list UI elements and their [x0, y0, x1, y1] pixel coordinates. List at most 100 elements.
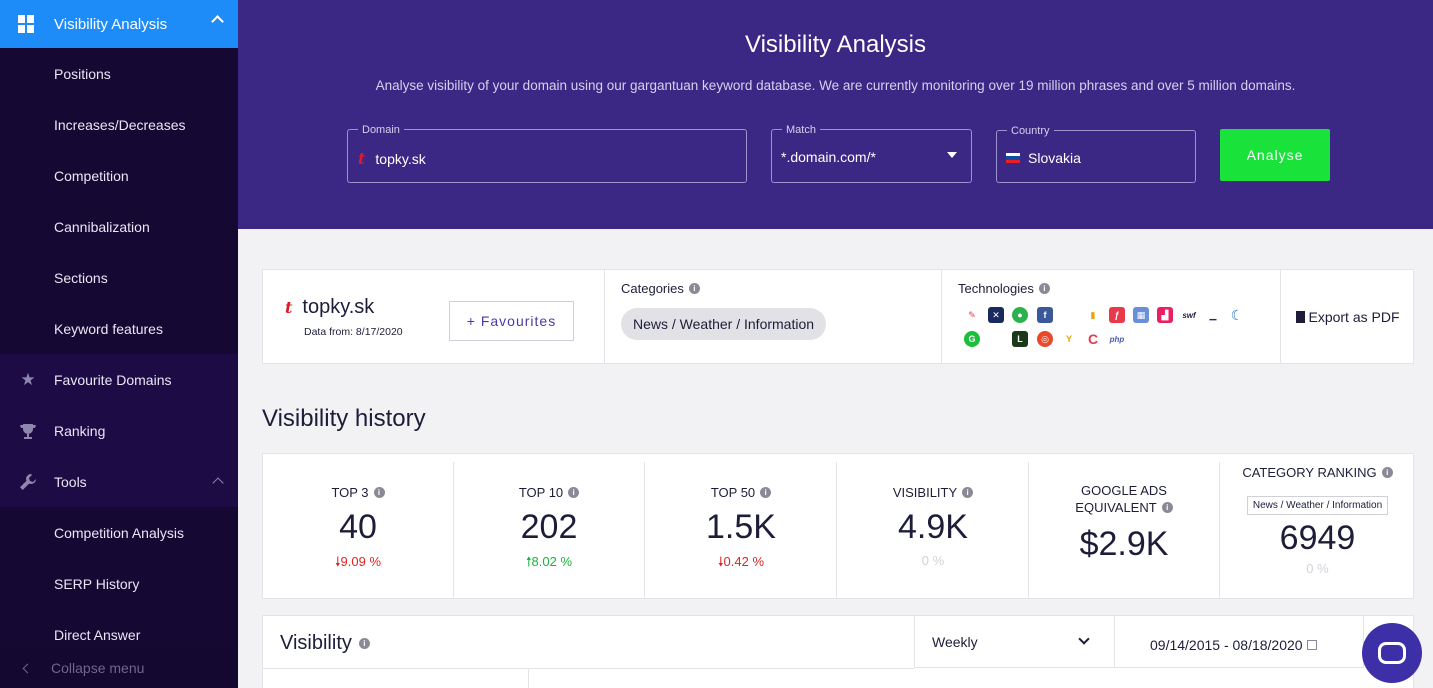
ubuntu-tech-icon[interactable]: ◎	[1037, 331, 1053, 347]
chevron-up-icon[interactable]	[212, 477, 224, 489]
yoast-tech-icon[interactable]: Y	[1065, 334, 1072, 344]
info-icon[interactable]: i	[568, 487, 580, 498]
stat-google-ads-equivalent: GOOGLE ADS EQUIVALENT i $2.9K	[1029, 462, 1220, 599]
star-icon: ★	[20, 369, 36, 389]
flash-tech-icon[interactable]: ƒ	[1109, 307, 1125, 323]
c-tech-icon[interactable]: C	[1087, 331, 1099, 347]
sidebar-item-label: Ranking	[54, 422, 106, 439]
analyse-button[interactable]: Analyse	[1220, 129, 1330, 181]
info-icon[interactable]: i	[373, 487, 385, 498]
analytics-tech-icon[interactable]: ▮	[1090, 309, 1096, 320]
stat-change: 8.02 %	[531, 554, 573, 569]
sidebar-item-label: Tools	[54, 473, 87, 490]
stat-value: 4.9K	[898, 508, 968, 546]
categories-section: Categories i News / Weather / Information	[605, 270, 942, 363]
caret-down-icon	[947, 152, 957, 158]
sidebar-item-tools[interactable]: Tools	[0, 456, 238, 507]
info-icon[interactable]: i	[760, 487, 772, 498]
facebook-tech-icon[interactable]: f	[1037, 307, 1053, 323]
technologies-label: Technologies	[958, 281, 1034, 296]
stat-change: 0.42 %	[723, 554, 765, 569]
arrow-down-icon: 🠗	[717, 554, 724, 569]
country-select[interactable]: Country Slovakia	[996, 125, 1196, 183]
info-icon[interactable]: i	[1161, 502, 1173, 513]
sidebar: Visibility Analysis Positions Increases/…	[0, 0, 238, 688]
jquery-tech-icon[interactable]: ☾	[1230, 306, 1244, 323]
stat-label-line2: EQUIVALENT	[1075, 500, 1157, 515]
sidebar-item-label: Favourite Domains	[54, 371, 172, 388]
chevron-up-icon[interactable]	[211, 15, 224, 28]
stat-label-line1: GOOGLE ADS	[1081, 483, 1167, 498]
dash-tech-icon[interactable]: ▁	[1209, 309, 1217, 320]
domain-name: topky.sk	[302, 296, 375, 318]
stat-value: 1.5K	[706, 508, 776, 546]
sidebar-item-cannibalization[interactable]: Cannibalization	[54, 218, 150, 235]
chevron-down-icon	[1078, 633, 1090, 645]
category-chip[interactable]: News / Weather / Information	[621, 308, 827, 340]
sidebar-item-serp-history[interactable]: SERP History	[54, 575, 140, 592]
info-icon[interactable]: i	[1038, 283, 1050, 294]
bootstrap-tech-icon[interactable]: ✕	[988, 307, 1004, 323]
dashboard-icon	[18, 15, 36, 33]
stat-value: 40	[339, 508, 377, 546]
green-circle-tech-icon[interactable]: ●	[1012, 307, 1028, 323]
swf-tech-icon[interactable]: swf	[1182, 310, 1196, 320]
country-field-label: Country	[1007, 125, 1054, 137]
date-range-picker[interactable]: 09/14/2015 - 08/18/2020	[1115, 616, 1364, 668]
domain-input[interactable]: topky.sk	[375, 150, 426, 167]
stat-value: 6949	[1279, 519, 1356, 557]
info-icon[interactable]: i	[688, 283, 700, 294]
info-icon[interactable]: i	[962, 487, 974, 498]
collapse-menu-label: Collapse menu	[51, 660, 145, 676]
divider	[263, 668, 914, 669]
visibility-panel: Visibility i Weekly 09/14/2015 - 08/18/20…	[262, 615, 1414, 688]
chat-button[interactable]	[1362, 623, 1422, 683]
stat-category-ranking: CATEGORY RANKING i News / Weather / Infor…	[1221, 462, 1414, 599]
info-icon[interactable]: i	[1381, 467, 1393, 478]
trophy-icon	[18, 421, 38, 441]
export-label: Export as PDF	[1308, 308, 1400, 325]
green-g-tech-icon[interactable]: G	[964, 331, 980, 347]
sidebar-item-direct-answer[interactable]: Direct Answer	[54, 626, 141, 643]
domain-field-label: Domain	[358, 124, 404, 136]
export-pdf-button[interactable]: Export as PDF	[1281, 270, 1415, 363]
period-select[interactable]: Weekly	[914, 616, 1115, 668]
stat-visibility: VISIBILITY i 4.9K 0 %	[838, 462, 1029, 599]
calendar-icon	[1306, 640, 1317, 650]
sidebar-item-positions[interactable]: Positions	[54, 65, 111, 82]
pink-tech-icon[interactable]: ▟	[1157, 307, 1173, 323]
pdf-file-icon	[1296, 310, 1306, 323]
page-subtitle: Analyse visibility of your domain using …	[375, 78, 1296, 93]
sidebar-item-competition[interactable]: Competition	[54, 167, 129, 184]
php-tech-icon[interactable]: php	[1109, 334, 1125, 344]
sidebar-item-favourite-domains[interactable]: ★ Favourite Domains	[0, 354, 238, 405]
sidebar-item-keyword-features[interactable]: Keyword features	[54, 320, 163, 337]
page-title: Visibility Analysis	[745, 31, 926, 58]
stat-label: TOP 50	[710, 485, 756, 500]
stat-top3: TOP 3 i 40 🠗9.09 %	[263, 462, 454, 599]
sidebar-item-visibility-analysis[interactable]: Visibility Analysis	[0, 0, 238, 48]
collapse-menu-button[interactable]: Collapse menu	[0, 648, 238, 688]
site-favicon-icon: t	[358, 149, 366, 168]
period-value: Weekly	[932, 634, 978, 650]
image-tech-icon[interactable]: ▦	[1133, 307, 1149, 323]
match-select[interactable]: Match *.domain.com/*	[771, 124, 972, 183]
stat-change: 0 %	[921, 553, 945, 568]
stat-label: TOP 10	[518, 485, 564, 500]
sidebar-item-sections[interactable]: Sections	[54, 269, 108, 286]
stat-change: 0 %	[1306, 561, 1329, 576]
add-favourites-button[interactable]: + Favourites	[449, 301, 574, 341]
feather-tech-icon[interactable]: ✎	[968, 309, 976, 320]
match-value: *.domain.com/*	[781, 149, 876, 165]
sidebar-item-increases-decreases[interactable]: Increases/Decreases	[54, 116, 186, 133]
info-icon[interactable]: i	[358, 638, 370, 649]
domain-field[interactable]: Domain t topky.sk	[347, 124, 747, 183]
sidebar-item-competition-analysis[interactable]: Competition Analysis	[54, 524, 184, 541]
chat-bubble-icon	[1378, 642, 1406, 664]
category-chip: News / Weather / Information	[1246, 496, 1389, 515]
country-value: Slovakia	[1028, 150, 1081, 166]
stat-label: CATEGORY RANKING	[1242, 465, 1377, 480]
l-tech-icon[interactable]: L	[1012, 331, 1028, 347]
sidebar-item-ranking[interactable]: Ranking	[0, 405, 238, 456]
